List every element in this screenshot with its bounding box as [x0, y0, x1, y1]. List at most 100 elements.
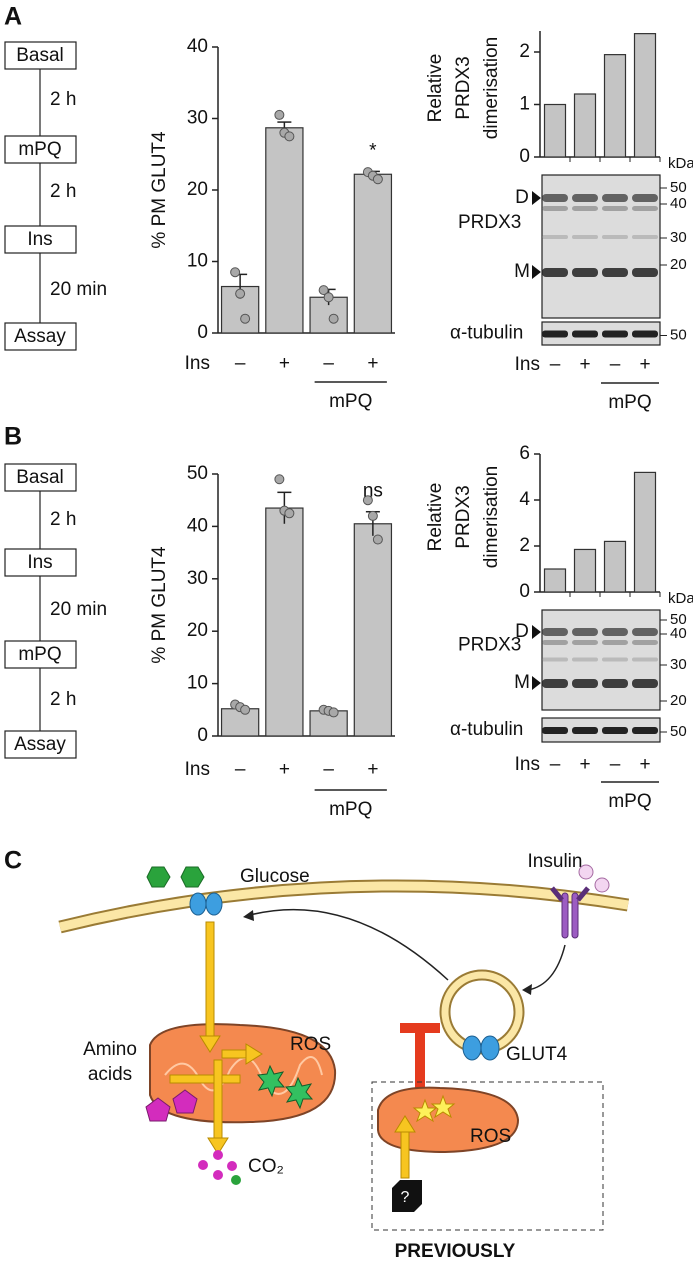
band	[542, 330, 568, 338]
previously-label: PREVIOUSLY	[395, 1241, 516, 1262]
band	[542, 679, 568, 688]
data-point	[284, 508, 295, 519]
mitochondrion	[149, 1023, 337, 1124]
data-point	[372, 174, 383, 185]
marker-label: 50	[670, 611, 687, 628]
bar	[265, 507, 304, 737]
vesicle	[441, 971, 523, 1053]
x-tick-label: +	[279, 353, 290, 374]
flow-box	[4, 463, 77, 492]
marker-label: 50	[670, 326, 687, 343]
blot	[541, 609, 661, 711]
band	[542, 657, 568, 662]
membrane	[58, 881, 629, 932]
ros-star	[285, 1076, 314, 1110]
flow-time: 20 min	[50, 599, 107, 620]
loading-label: α-tubulin	[450, 719, 523, 740]
y-tick-label: 20	[187, 179, 208, 200]
flow-step: Basal	[16, 45, 64, 66]
band	[542, 727, 568, 734]
flow-step: mPQ	[18, 139, 61, 160]
unit-label: kDa	[668, 590, 693, 607]
data-point	[323, 292, 334, 303]
amino-acid	[145, 1097, 171, 1122]
group-label: mPQ	[329, 799, 372, 820]
ros-star	[257, 1064, 286, 1098]
panel-letter: A	[4, 3, 22, 31]
y-axis-label: dimerisation	[481, 37, 502, 139]
data-point	[362, 495, 373, 506]
y-tick-label: 0	[197, 725, 208, 746]
x-tick-label: +	[367, 759, 378, 780]
y-tick-label: 2	[519, 535, 530, 556]
flow-step: Basal	[16, 467, 64, 488]
co2-dot	[213, 1170, 223, 1180]
loading-label: α-tubulin	[450, 323, 523, 344]
band-arrow	[532, 265, 541, 279]
band	[632, 727, 658, 734]
arrow	[249, 908, 449, 981]
arrow	[527, 944, 566, 991]
glucose-molecule	[146, 866, 171, 888]
band-label: M	[514, 672, 530, 693]
x-axis-label: Ins	[515, 354, 540, 375]
band	[542, 268, 568, 277]
y-tick-label: 20	[187, 620, 208, 641]
x-tick-label: –	[610, 354, 621, 375]
band	[632, 330, 658, 338]
bar	[573, 548, 597, 593]
x-axis-label: Ins	[185, 353, 210, 374]
flow-step: Ins	[27, 552, 52, 573]
flow-time: 2 h	[50, 181, 76, 202]
bar	[573, 93, 597, 158]
band	[572, 330, 598, 338]
x-tick-label: –	[323, 353, 334, 374]
x-tick-label: –	[235, 353, 246, 374]
band	[632, 640, 658, 645]
data-point	[318, 285, 329, 296]
data-point	[328, 707, 339, 718]
bar	[353, 523, 393, 737]
bar	[353, 173, 393, 334]
data-point	[240, 313, 251, 324]
band-label: D	[515, 621, 529, 642]
band	[572, 640, 598, 645]
band	[602, 206, 628, 211]
bar	[220, 708, 260, 737]
x-tick-label: –	[610, 754, 621, 775]
y-tick-label: 10	[187, 673, 208, 694]
band	[602, 194, 628, 202]
band	[602, 235, 628, 239]
y-tick-label: 50	[187, 463, 208, 484]
band-arrow	[532, 625, 541, 639]
y-axis-label: dimerisation	[481, 466, 502, 568]
y-tick-label: 30	[187, 108, 208, 129]
x-tick-label: +	[579, 754, 590, 775]
x-tick-label: –	[323, 759, 334, 780]
y-axis-label: Relative	[425, 483, 446, 552]
ros-star	[430, 1094, 456, 1119]
flow-box	[4, 640, 77, 669]
band	[602, 640, 628, 645]
band	[542, 640, 568, 645]
band	[572, 628, 598, 636]
y-tick-label: 6	[519, 443, 530, 464]
co2-dot	[213, 1150, 223, 1160]
flow-time: 20 min	[50, 279, 107, 300]
x-tick-label: +	[639, 754, 650, 775]
ros-star	[412, 1098, 438, 1123]
x-axis-label: Ins	[515, 754, 540, 775]
band	[572, 657, 598, 662]
bar	[543, 103, 567, 158]
y-tick-label: 30	[187, 568, 208, 589]
flow-time: 2 h	[50, 509, 76, 530]
flow-step: Assay	[14, 734, 66, 755]
band	[542, 206, 568, 211]
band-label: M	[514, 261, 530, 282]
flow-box	[4, 41, 77, 70]
band	[572, 679, 598, 688]
group-label: mPQ	[608, 791, 651, 812]
data-point	[235, 288, 246, 299]
y-tick-label: 0	[519, 581, 530, 602]
